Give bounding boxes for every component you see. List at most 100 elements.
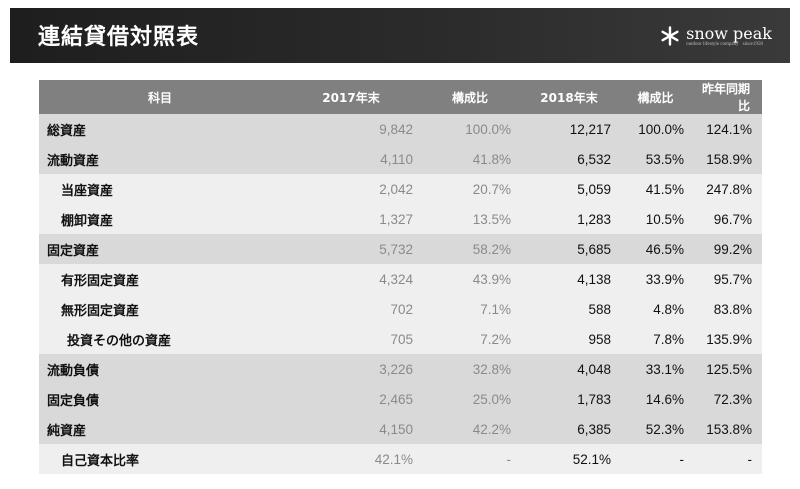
table-row: 投資その他の資産 705 7.2% 958 7.8% 135.9%	[39, 324, 762, 354]
brand-logo: snow peak outdoor lifestyle company since…	[660, 20, 772, 52]
ratio-2018: 52.3%	[619, 414, 692, 444]
value-2018: 6,385	[519, 414, 619, 444]
ratio-2018: 33.9%	[619, 264, 692, 294]
account-label: 投資その他の資産	[39, 324, 281, 354]
header-bar: 連結貸借対照表 snow peak outdoor lifestyle comp…	[10, 8, 790, 63]
ratio-2017: 41.8%	[421, 144, 519, 174]
table-row: 固定資産 5,732 58.2% 5,685 46.5% 99.2%	[39, 234, 762, 264]
value-2017: 4,110	[281, 144, 421, 174]
ratio-2017: 7.1%	[421, 294, 519, 324]
yoy-ratio: 96.7%	[692, 204, 762, 234]
ratio-2018: 4.8%	[619, 294, 692, 324]
yoy-ratio: 72.3%	[692, 384, 762, 414]
value-2018: 4,048	[519, 354, 619, 384]
value-2017: 4,150	[281, 414, 421, 444]
account-label: 固定資産	[39, 234, 281, 264]
table-row: 無形固定資産 702 7.1% 588 4.8% 83.8%	[39, 294, 762, 324]
ratio-2017: 13.5%	[421, 204, 519, 234]
column-header-ratio-2018: 構成比	[619, 80, 692, 114]
value-2018: 5,059	[519, 174, 619, 204]
balance-sheet-table: 科目 2017年末 構成比 2018年末 構成比 昨年同期比 総資産 9,842 1…	[39, 80, 762, 474]
table-row: 流動資産 4,110 41.8% 6,532 53.5% 158.9%	[39, 144, 762, 174]
yoy-ratio: 153.8%	[692, 414, 762, 444]
value-2018: 1,283	[519, 204, 619, 234]
brand-tagline: outdoor lifestyle company	[686, 41, 739, 47]
value-2018: 12,217	[519, 114, 619, 144]
account-label: 当座資産	[39, 174, 281, 204]
ratio-2018: 7.8%	[619, 324, 692, 354]
column-header-2017: 2017年末	[281, 80, 421, 114]
value-2017: 4,324	[281, 264, 421, 294]
ratio-2018: 10.5%	[619, 204, 692, 234]
table-row: 棚卸資産 1,327 13.5% 1,283 10.5% 96.7%	[39, 204, 762, 234]
brand-name: snow peak	[686, 23, 772, 43]
table-row: 当座資産 2,042 20.7% 5,059 41.5% 247.8%	[39, 174, 762, 204]
yoy-ratio: 135.9%	[692, 324, 762, 354]
ratio-2018: 100.0%	[619, 114, 692, 144]
account-label: 棚卸資産	[39, 204, 281, 234]
yoy-ratio: 83.8%	[692, 294, 762, 324]
value-2018: 6,532	[519, 144, 619, 174]
value-2017: 1,327	[281, 204, 421, 234]
value-2017: 2,042	[281, 174, 421, 204]
column-header-ratio-2017: 構成比	[421, 80, 519, 114]
yoy-ratio: 124.1%	[692, 114, 762, 144]
table-row: 固定負債 2,465 25.0% 1,783 14.6% 72.3%	[39, 384, 762, 414]
value-2017: 702	[281, 294, 421, 324]
value-2018: 958	[519, 324, 619, 354]
value-2018: 4,138	[519, 264, 619, 294]
page-title: 連結貸借対照表	[38, 25, 200, 50]
brand-since: since1958	[742, 41, 763, 47]
ratio-2017: 58.2%	[421, 234, 519, 264]
account-label: 有形固定資産	[39, 264, 281, 294]
table-header-row: 科目 2017年末 構成比 2018年末 構成比 昨年同期比	[39, 80, 762, 114]
yoy-ratio: 95.7%	[692, 264, 762, 294]
account-label: 無形固定資産	[39, 294, 281, 324]
value-2018: 1,783	[519, 384, 619, 414]
column-header-2018: 2018年末	[519, 80, 619, 114]
ratio-2018: -	[619, 444, 692, 474]
account-label: 流動負債	[39, 354, 281, 384]
table-row: 純資産 4,150 42.2% 6,385 52.3% 153.8%	[39, 414, 762, 444]
account-label: 流動資産	[39, 144, 281, 174]
value-2017: 3,226	[281, 354, 421, 384]
value-2017: 2,465	[281, 384, 421, 414]
yoy-ratio: -	[692, 444, 762, 474]
column-header-yoy: 昨年同期比	[692, 80, 762, 114]
yoy-ratio: 158.9%	[692, 144, 762, 174]
ratio-2017: -	[421, 444, 519, 474]
ratio-2018: 46.5%	[619, 234, 692, 264]
value-2017: 5,732	[281, 234, 421, 264]
ratio-2017: 32.8%	[421, 354, 519, 384]
value-2018: 52.1%	[519, 444, 619, 474]
ratio-2017: 100.0%	[421, 114, 519, 144]
ratio-2018: 14.6%	[619, 384, 692, 414]
yoy-ratio: 125.5%	[692, 354, 762, 384]
ratio-2017: 20.7%	[421, 174, 519, 204]
table-row: 有形固定資産 4,324 43.9% 4,138 33.9% 95.7%	[39, 264, 762, 294]
value-2018: 588	[519, 294, 619, 324]
value-2017: 42.1%	[281, 444, 421, 474]
ratio-2018: 33.1%	[619, 354, 692, 384]
account-label: 自己資本比率	[39, 444, 281, 474]
column-header-account: 科目	[39, 80, 281, 114]
brand-text: snow peak outdoor lifestyle company since…	[686, 25, 772, 48]
ratio-2018: 41.5%	[619, 174, 692, 204]
table-row: 総資産 9,842 100.0% 12,217 100.0% 124.1%	[39, 114, 762, 144]
value-2017: 9,842	[281, 114, 421, 144]
value-2018: 5,685	[519, 234, 619, 264]
table-row: 自己資本比率 42.1% -52.1% - -	[39, 444, 762, 474]
brand-subtitle: outdoor lifestyle company since1958	[686, 42, 772, 48]
snowflake-icon	[661, 26, 679, 46]
account-label: 純資産	[39, 414, 281, 444]
ratio-2018: 53.5%	[619, 144, 692, 174]
ratio-2017: 25.0%	[421, 384, 519, 414]
value-2017: 705	[281, 324, 421, 354]
table-row: 流動負債 3,226 32.8% 4,048 33.1% 125.5%	[39, 354, 762, 384]
account-label: 固定負債	[39, 384, 281, 414]
ratio-2017: 42.2%	[421, 414, 519, 444]
ratio-2017: 43.9%	[421, 264, 519, 294]
yoy-ratio: 99.2%	[692, 234, 762, 264]
yoy-ratio: 247.8%	[692, 174, 762, 204]
account-label: 総資産	[39, 114, 281, 144]
